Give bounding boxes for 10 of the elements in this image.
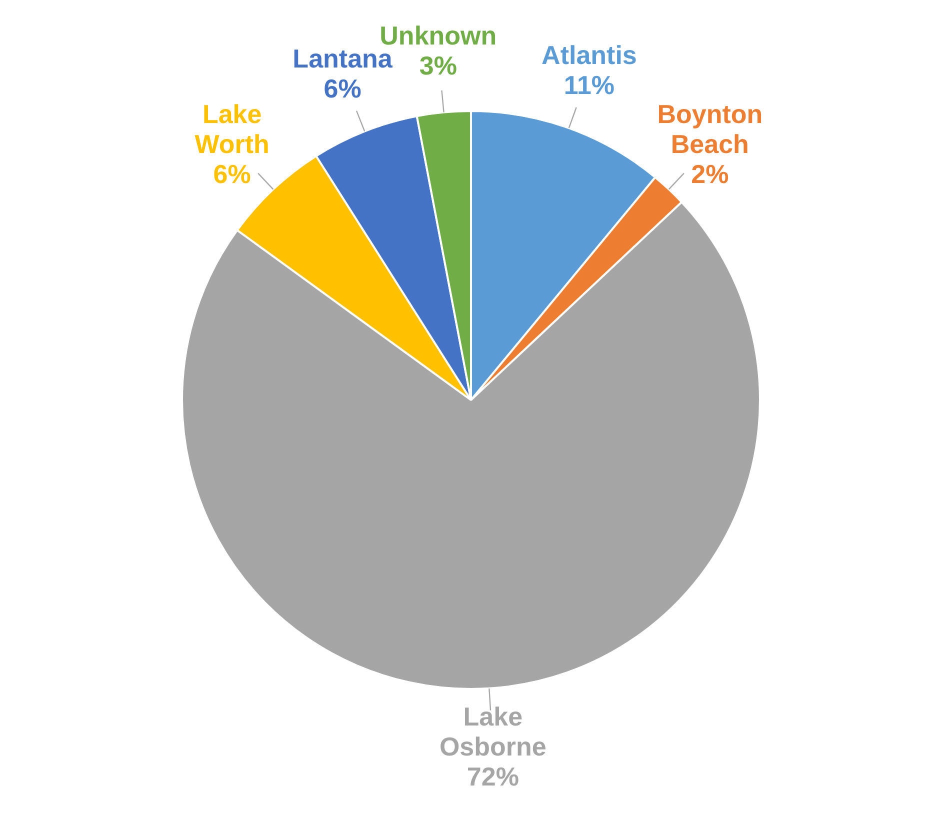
slice-label: Atlantis (542, 40, 637, 70)
data-label: 11% (564, 70, 615, 100)
data-label: 2% (691, 158, 729, 189)
data-label: 72% (466, 761, 519, 792)
slice-label: Lake Worth (194, 98, 270, 159)
slice-label: Lake Osborne (439, 701, 546, 762)
data-label: 6% (324, 74, 362, 104)
slice-label: Boynton Beach (657, 98, 763, 159)
data-label: 6% (213, 158, 251, 189)
data-label: 3% (419, 50, 457, 81)
